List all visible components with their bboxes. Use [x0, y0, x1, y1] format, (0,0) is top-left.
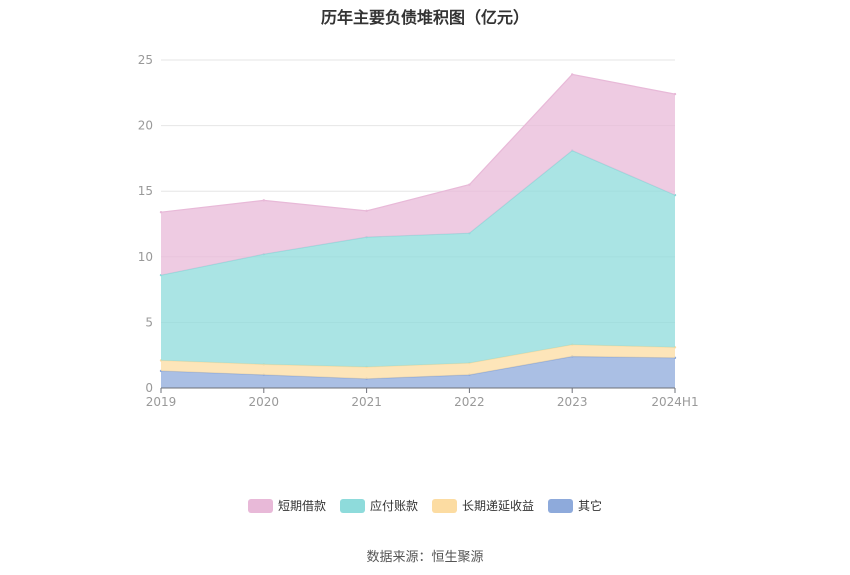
legend-item[interactable]: 其它: [548, 497, 602, 514]
legend-item[interactable]: 短期借款: [247, 497, 326, 514]
data-point: [468, 183, 471, 186]
series-area: [161, 356, 675, 388]
legend: 短期借款 应付账款 长期递延收益 其它: [0, 497, 850, 514]
y-tick-label: 10: [138, 250, 153, 264]
x-tick-label: 2021: [351, 395, 382, 409]
x-tick-label: 2022: [454, 395, 485, 409]
series-edge: [160, 73, 676, 213]
legend-label: 其它: [578, 499, 603, 513]
legend-swatch: [548, 498, 574, 513]
legend-label: 应付账款: [369, 499, 418, 513]
y-tick-label: 15: [138, 184, 153, 198]
x-tick-label: 2023: [557, 395, 588, 409]
chart-title: 历年主要负债堆积图（亿元）: [320, 8, 529, 27]
data-point: [365, 209, 368, 213]
x-tick-label: 2024H1: [651, 395, 698, 409]
data-point: [571, 73, 574, 76]
series-areas: [159, 73, 677, 388]
data-point: [159, 210, 163, 214]
data-point: [673, 92, 677, 96]
series-area: [161, 74, 675, 276]
y-tick-label: 5: [145, 315, 153, 329]
axes: 0 5 10 15 20 25 2019 2020 2021 2022 2023 2024H1: [138, 53, 699, 409]
data-point: [262, 199, 265, 202]
data-source-note: 数据来源：恒生聚源: [366, 550, 484, 565]
legend-swatch: [432, 498, 457, 513]
legend-swatch: [339, 498, 365, 513]
legend-label: 长期递延收益: [462, 499, 535, 513]
legend-item[interactable]: 长期递延收益: [432, 497, 534, 514]
series-area: [161, 150, 675, 368]
legend-item[interactable]: 应付账款: [339, 497, 418, 514]
y-tick-label: 0: [145, 381, 153, 395]
x-tick-label: 2019: [146, 395, 177, 409]
y-tick-label: 20: [138, 119, 153, 133]
x-tick-label: 2020: [249, 395, 280, 409]
legend-label: 短期借款: [277, 499, 326, 513]
y-tick-label: 25: [138, 53, 153, 67]
series-area: [161, 344, 675, 379]
legend-swatch: [247, 498, 273, 513]
